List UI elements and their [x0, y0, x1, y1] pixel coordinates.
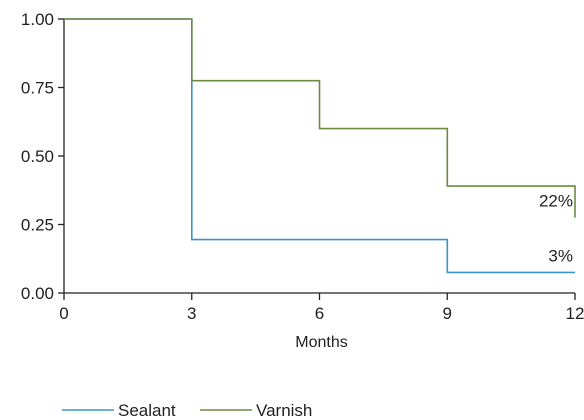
legend-label-sealant: Sealant: [118, 401, 176, 420]
x-tick-label: 0: [59, 304, 68, 323]
x-tick-label: 3: [187, 304, 196, 323]
legend: Sealant Varnish: [62, 401, 312, 420]
annotation-label: 22%: [539, 192, 573, 211]
series-line-varnish: [64, 18, 576, 218]
x-tick-label: 6: [315, 304, 324, 323]
legend-label-varnish: Varnish: [256, 401, 312, 420]
y-tick-label: 0.75: [21, 79, 54, 98]
x-tick-label: 12: [566, 304, 584, 323]
x-tick-label: 9: [443, 304, 452, 323]
y-tick-label: 0.50: [21, 147, 54, 166]
y-tick-label: 0.25: [21, 216, 54, 235]
series-line-sealant: [64, 18, 575, 274]
x-axis-label: Months: [295, 334, 347, 351]
annotation-label: 3%: [548, 246, 573, 265]
annotations: 22% 3%: [539, 192, 573, 266]
series-group: [64, 18, 576, 274]
y-tick-label: 0.00: [21, 284, 54, 303]
y-tick-label: 1.00: [21, 10, 54, 29]
axes: 0.00 0.25 0.50 0.75 1.00 0 3 6 9 12: [21, 10, 584, 323]
